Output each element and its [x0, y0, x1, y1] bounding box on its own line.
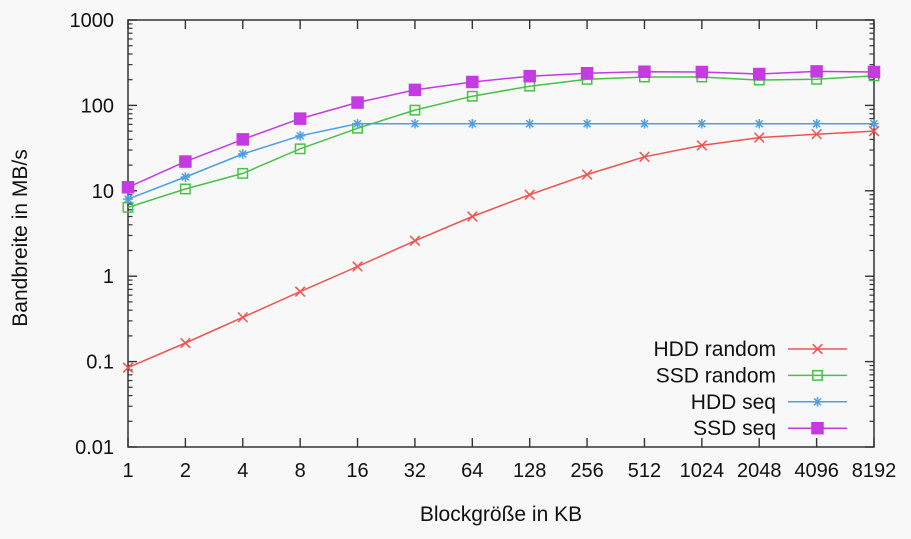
data-point-marker: [237, 167, 249, 179]
plot-frame: [127, 19, 875, 448]
data-point-marker: [295, 131, 305, 141]
data-point-marker: [294, 143, 306, 155]
y-axis-ticks: 1000 100 10 1 0.1 0.01: [70, 10, 874, 459]
data-point-marker: [408, 83, 422, 97]
series-hdd-random: [122, 125, 880, 373]
x-tick-label: 2: [180, 460, 191, 482]
x-tick-label: 8: [295, 460, 306, 482]
data-point-marker: [812, 369, 823, 381]
data-point-marker: [524, 118, 535, 129]
x-tick-label: 2048: [737, 460, 782, 482]
data-point-marker: [466, 90, 478, 102]
data-point-marker: [293, 112, 307, 125]
data-point-marker: [867, 65, 881, 79]
data-point-marker: [695, 65, 709, 79]
x-tick-label: 1: [122, 460, 133, 482]
y-tick-label: 100: [81, 95, 114, 117]
series-line-hdd-random: [127, 130, 875, 369]
data-point-marker: [524, 189, 536, 201]
x-tick-label: 256: [570, 460, 603, 482]
x-tick-label: 4096: [794, 460, 839, 482]
y-tick-label: 0.01: [75, 437, 114, 459]
data-point-marker: [754, 118, 765, 129]
y-tick-label: 0.1: [86, 352, 114, 374]
y-tick-label: 1000: [70, 10, 115, 32]
data-point-marker: [179, 183, 191, 195]
legend-item-hdd-random: HDD random: [653, 338, 847, 361]
data-point-marker: [810, 65, 823, 78]
data-point-marker: [466, 211, 478, 222]
data-point-marker: [409, 235, 421, 247]
data-point-marker: [869, 118, 879, 129]
x-tick-label: 64: [461, 460, 483, 482]
x-tick-label: 32: [404, 460, 426, 482]
data-point-marker: [523, 69, 536, 83]
y-tick-label: 1: [103, 266, 114, 288]
data-point-marker: [752, 67, 766, 81]
legend-item-hdd-seq: HDD seq: [691, 391, 847, 414]
series-ssd-seq: [121, 65, 881, 194]
legend-item-ssd-seq: SSD seq: [693, 417, 847, 440]
data-point-marker: [697, 118, 707, 129]
data-point-marker: [638, 65, 651, 78]
y-tick-label: 10: [92, 181, 114, 203]
x-tick-label: 16: [346, 460, 368, 482]
data-point-marker: [237, 149, 248, 159]
y-axis-title: Bandbreite in MB/s: [9, 149, 32, 327]
legend-label: HDD random: [653, 338, 776, 361]
data-point-marker: [639, 118, 650, 129]
data-point-marker: [237, 311, 249, 323]
data-point-marker: [180, 172, 191, 182]
legend-label: SSD seq: [693, 417, 776, 440]
data-point-marker: [409, 104, 421, 116]
legend-item-ssd-random: SSD random: [656, 364, 847, 387]
data-point-marker: [467, 118, 478, 129]
data-point-marker: [581, 169, 593, 180]
data-point-marker: [294, 286, 306, 297]
data-point-marker: [351, 96, 364, 109]
data-point-marker: [179, 155, 192, 168]
legend-label: HDD seq: [691, 391, 776, 414]
data-point-marker: [639, 151, 650, 163]
data-point-marker: [236, 133, 250, 146]
data-point-marker: [812, 397, 823, 407]
series-line-hdd-seq: [127, 122, 874, 200]
legend: HDD random SSD random HDD seq SSD seq: [653, 338, 847, 440]
data-point-marker: [352, 261, 363, 272]
series-line-ssd-seq: [127, 70, 875, 188]
data-point-marker: [696, 140, 708, 151]
data-point-marker: [123, 194, 133, 204]
x-tick-label: 8192: [852, 460, 897, 482]
data-point-marker: [753, 132, 765, 143]
x-tick-label: 1024: [680, 460, 725, 482]
x-axis-ticks: 1 2 4 8 16 32 64 128 256 512 1024 2048 4096 8192: [122, 20, 896, 482]
y-axis-minor-ticks: [128, 23, 874, 422]
data-point-marker: [811, 118, 822, 129]
data-point-marker: [121, 181, 135, 194]
x-tick-label: 512: [628, 460, 661, 482]
data-point-marker: [466, 75, 479, 89]
x-tick-label: 4: [237, 460, 248, 482]
data-point-marker: [122, 362, 134, 373]
legend-label: SSD random: [656, 364, 776, 387]
data-point-marker: [811, 128, 822, 140]
data-point-marker: [868, 125, 880, 137]
data-point-marker: [410, 118, 420, 129]
data-point-marker: [811, 421, 824, 435]
data-point-marker: [180, 337, 191, 349]
data-point-marker: [352, 118, 363, 129]
x-tick-label: 128: [513, 460, 546, 482]
data-point-marker: [812, 343, 823, 355]
series-line-ssd-random: [127, 75, 875, 209]
x-axis-title: Blockgröße in KB: [419, 503, 583, 526]
data-point-marker: [580, 66, 594, 80]
data-point-marker: [582, 118, 592, 129]
series-hdd-seq: [123, 118, 879, 204]
